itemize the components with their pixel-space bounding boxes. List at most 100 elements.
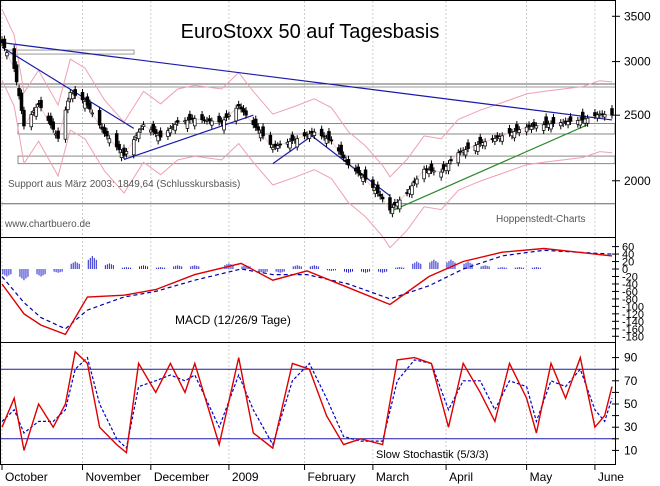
candle-body <box>544 116 548 125</box>
candle-body <box>512 131 517 139</box>
candle-body <box>346 159 351 166</box>
candle-body <box>51 121 55 130</box>
candle-body <box>141 124 146 127</box>
uptrend-line <box>123 114 254 161</box>
candle-body <box>307 133 312 139</box>
macd-tick-label: -160 <box>622 324 644 336</box>
macd-tick-label: -80 <box>622 294 638 306</box>
candle-body <box>158 130 163 138</box>
candle-body <box>290 134 295 141</box>
price-overlays <box>1 9 616 249</box>
month-label: June <box>598 470 624 484</box>
candle-body <box>34 106 38 117</box>
candle-body <box>236 104 241 107</box>
candle-body <box>559 122 563 127</box>
candle-body <box>524 126 529 133</box>
candle-body <box>234 107 238 122</box>
candle-body <box>22 109 26 127</box>
candle-body <box>193 118 197 127</box>
macd-tick-label: 0 <box>622 264 628 276</box>
candle-body <box>388 197 392 211</box>
bollinger-lower <box>1 79 613 249</box>
candle-body <box>602 114 607 118</box>
candle-body <box>97 109 102 126</box>
candle-body <box>117 143 121 151</box>
candle-body <box>217 115 221 123</box>
chart-title: EuroStoxx 50 auf Tagesbasis <box>181 21 440 43</box>
candle-body <box>541 124 546 131</box>
month-label: October <box>5 470 48 484</box>
candle-body <box>156 134 160 142</box>
bollinger-upper <box>1 9 613 178</box>
candle-body <box>102 127 107 134</box>
candle-body <box>529 126 534 130</box>
candle-body <box>424 168 429 171</box>
stochastic-tick-label: 70 <box>624 374 638 388</box>
candle-body <box>288 141 292 149</box>
candle-body <box>207 118 212 122</box>
candle-body <box>585 117 590 124</box>
month-label: May <box>530 470 553 484</box>
candle-body <box>275 145 280 149</box>
candle-body <box>327 131 331 141</box>
candle-body <box>268 134 273 145</box>
candle-body <box>256 126 260 131</box>
stochastic-tick-label: 50 <box>624 397 638 411</box>
candle-body <box>507 128 512 134</box>
candle-body <box>210 120 214 126</box>
stochastic-k-line <box>1 350 613 455</box>
candle-body <box>222 119 226 131</box>
candle-body <box>2 38 7 48</box>
candle-body <box>302 132 307 137</box>
month-label: December <box>154 470 209 484</box>
macd-tick-label: -180 <box>622 331 644 343</box>
candle-body <box>124 151 129 155</box>
macd-tick-label: -60 <box>622 286 638 298</box>
candle-body <box>580 111 585 121</box>
candle-body <box>561 121 565 124</box>
candle-body <box>432 170 436 173</box>
macd-label: MACD (12/26/9 Tage) <box>175 313 291 327</box>
macd-layer <box>1 247 613 336</box>
candle-body <box>273 143 278 147</box>
month-label: February <box>308 470 356 484</box>
candle-body <box>446 163 451 172</box>
candle-body <box>527 124 531 128</box>
candle-body <box>80 92 85 101</box>
price-candles <box>0 35 614 218</box>
candle-body <box>319 128 324 137</box>
green-uptrend-line <box>389 124 588 213</box>
candle-body <box>173 124 177 131</box>
candle-body <box>132 139 136 156</box>
candle-body <box>17 87 21 97</box>
candle-body <box>168 128 173 134</box>
candle-body <box>358 173 363 176</box>
support-annotation: Support aus März 2003: 1849,64 (Schlussk… <box>8 179 240 190</box>
candle-body <box>185 119 190 129</box>
candle-body <box>380 196 385 200</box>
month-label: March <box>376 470 409 484</box>
candle-body <box>397 199 402 210</box>
candle-body <box>244 110 248 116</box>
candle-body <box>410 185 414 195</box>
candle-body <box>566 121 570 126</box>
candle-body <box>261 126 265 137</box>
x-axis-labels: October November December 2009 February March… <box>1 464 624 484</box>
candle-body <box>49 115 53 126</box>
candle-body <box>188 113 192 121</box>
candle-body <box>483 141 487 147</box>
candle-body <box>175 120 180 123</box>
candle-body <box>324 138 329 144</box>
macd-signal-line <box>1 249 613 330</box>
candle-body <box>136 131 141 140</box>
candle-body <box>429 163 434 171</box>
candle-body <box>114 133 119 148</box>
candle-body <box>595 114 600 119</box>
macd-tick-label: 40 <box>622 249 634 261</box>
short-uptrend-line <box>272 135 313 165</box>
candle-body <box>415 178 419 185</box>
macd-tick-label: 60 <box>622 242 634 254</box>
price-tick-label: 3500 <box>624 9 651 23</box>
